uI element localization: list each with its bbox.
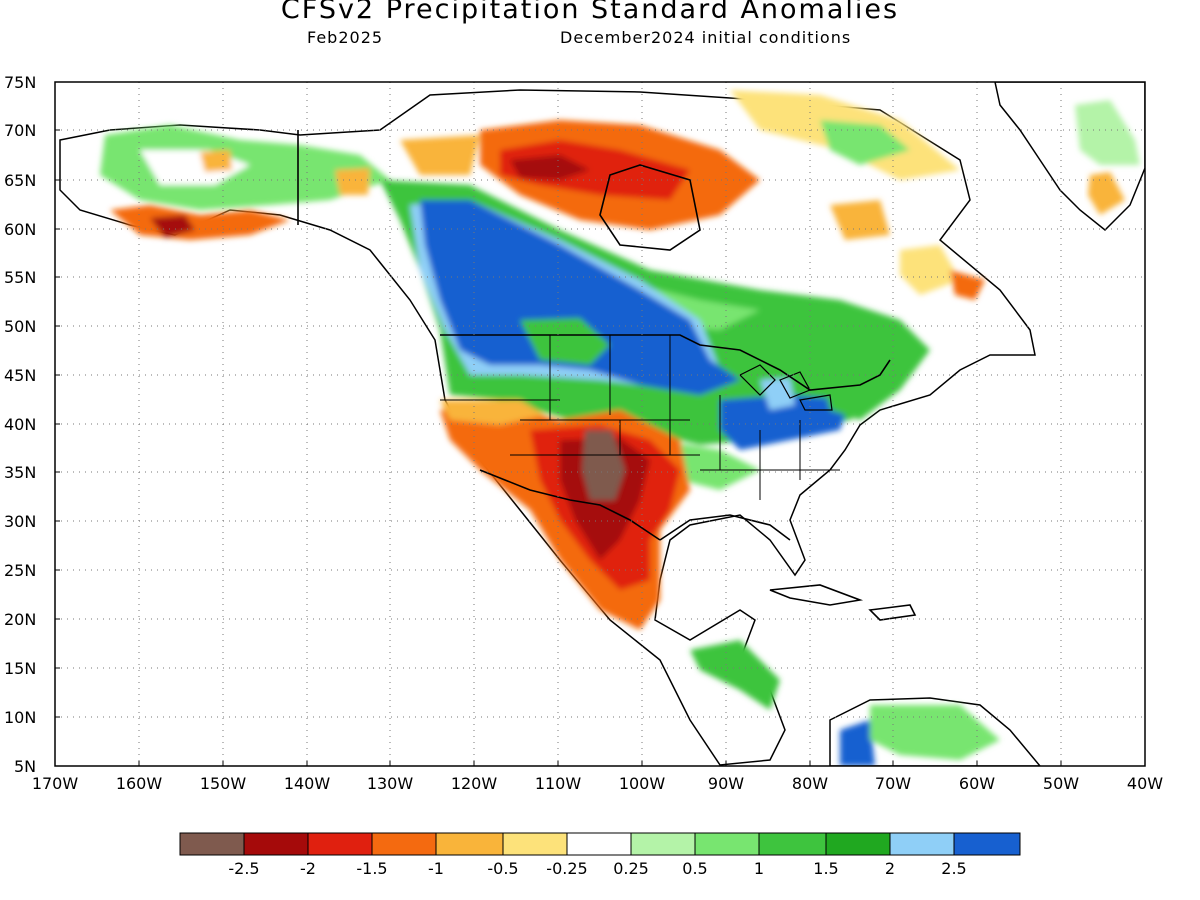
colorbar-label: 1.5: [813, 859, 838, 878]
colorbar-swatch: [307, 832, 373, 856]
colorbar-label: -2: [300, 859, 316, 878]
colorbar: -2.5 -2 -1.5 -1 -0.5 -0.25 0.25 0.5 1 1.…: [179, 832, 1021, 878]
lon-label: 50W: [1043, 774, 1079, 793]
colorbar-label: -0.25: [546, 859, 587, 878]
state-lines: [440, 335, 840, 500]
colorbar-label: -1.5: [356, 859, 387, 878]
lon-label: 60W: [959, 774, 995, 793]
alaska-red: [150, 215, 195, 238]
arctic-islands-green: [820, 120, 910, 165]
lon-label: 90W: [708, 774, 744, 793]
hudson-bay-coast: [599, 164, 701, 251]
colorbar-label: -0.5: [487, 859, 518, 878]
lon-label: 110W: [535, 774, 582, 793]
lat-label: 50N: [4, 317, 36, 336]
colorbar-swatch: [371, 832, 437, 856]
colombia-blue: [840, 720, 875, 766]
greenland-green: [1075, 100, 1140, 165]
colorbar-label: 2.5: [941, 859, 966, 878]
map-title: CFSv2 Precipitation Standard Anomalies: [280, 0, 900, 25]
alaska-yellow: [200, 150, 232, 172]
colorbar-swatch: [566, 832, 632, 856]
central-america-green: [690, 640, 780, 710]
montana-green: [520, 318, 610, 365]
lat-label: 20N: [4, 610, 36, 629]
lon-label: 130W: [367, 774, 414, 793]
colorbar-swatch: [435, 832, 504, 856]
colorbar-label: 0.25: [613, 859, 649, 878]
lon-label: 160W: [116, 774, 163, 793]
colorbar-swatch: [243, 832, 309, 856]
canada-blue: [420, 200, 740, 395]
anomaly-field: [59, 82, 1145, 766]
lon-label: 40W: [1127, 774, 1163, 793]
lon-label: 70W: [875, 774, 911, 793]
lat-label: 65N: [4, 171, 36, 190]
lon-label: 140W: [284, 774, 331, 793]
lat-label: 25N: [4, 561, 36, 580]
lon-label: 100W: [619, 774, 666, 793]
alaska-orange: [110, 205, 290, 240]
colorbar-label: -2.5: [228, 859, 259, 878]
colorbar-swatch: [694, 832, 760, 856]
lat-label: 5N: [14, 757, 36, 776]
lat-labels: 75N 70N 65N 60N 55N 50N 45N 40N 35N 30N …: [4, 73, 36, 776]
lon-label: 170W: [32, 774, 79, 793]
sw-us-yellow: [440, 400, 545, 425]
gulf-coast: [659, 514, 791, 541]
new-mexico-brown: [582, 430, 625, 500]
ohio-valley-blue: [720, 395, 850, 450]
quebec-yellow: [830, 200, 890, 240]
lat-label: 40N: [4, 415, 36, 434]
borders: [297, 130, 917, 621]
us-mexico-border: [479, 469, 661, 541]
lat-label: 30N: [4, 512, 36, 531]
lat-label: 55N: [4, 268, 36, 287]
venezuela-green: [870, 705, 1000, 760]
lat-label: 10N: [4, 708, 36, 727]
colorbar-label: 1: [754, 859, 764, 878]
hispaniola: [868, 604, 917, 621]
axis-ticks: [54, 81, 1146, 767]
hudson-darkred: [510, 155, 590, 180]
lat-label: 45N: [4, 366, 36, 385]
colorbar-swatch: [953, 832, 1021, 856]
lon-label: 120W: [451, 774, 498, 793]
initial-conditions: December2024 initial conditions: [560, 28, 852, 47]
lat-label: 60N: [4, 220, 36, 239]
colorbar-swatch: [502, 832, 568, 856]
lon-label: 150W: [200, 774, 247, 793]
labrador-yellow: [900, 245, 960, 295]
colorbar-label: -1: [428, 859, 444, 878]
lat-label: 75N: [4, 73, 36, 92]
yukon-yellow: [335, 168, 370, 195]
lat-label: 70N: [4, 121, 36, 140]
lat-label: 35N: [4, 463, 36, 482]
colorbar-swatch: [758, 832, 827, 856]
colorbar-swatch: [889, 832, 955, 856]
cuba: [769, 584, 864, 606]
colorbar-swatch: [825, 832, 891, 856]
colorbar-swatch: [630, 832, 696, 856]
forecast-month: Feb2025: [307, 28, 384, 47]
colorbar-swatch: [179, 832, 245, 856]
us-canada-border: [440, 334, 891, 391]
colorbar-label: 2: [885, 859, 895, 878]
colorbar-label: 0.5: [682, 859, 707, 878]
lon-labels: 170W 160W 150W 140W 130W 120W 110W 100W …: [32, 774, 1163, 793]
gridlines: [55, 82, 1145, 766]
labrador-orange: [950, 270, 985, 300]
lat-label: 15N: [4, 659, 36, 678]
greenland-orange: [1088, 172, 1125, 215]
hudson-yellow: [400, 135, 480, 175]
lon-label: 80W: [792, 774, 828, 793]
